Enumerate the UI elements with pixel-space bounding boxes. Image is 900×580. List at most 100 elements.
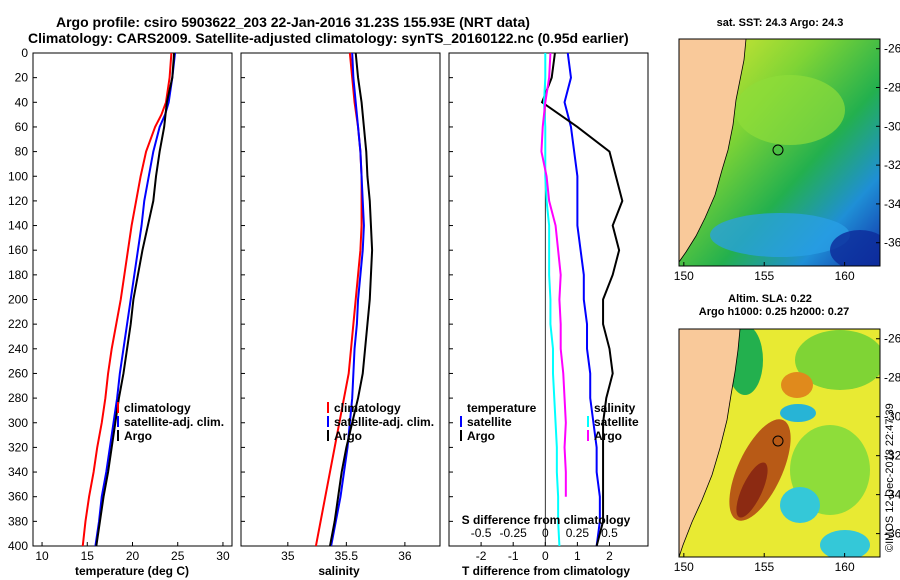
depth-tick-label: 360 (8, 490, 28, 504)
sst-map-ticks: 150 155 160 -26 -28 -30 -32 -34 -36 (674, 42, 900, 283)
sla-argo-location-marker (772, 435, 784, 447)
depth-tick-label: 120 (8, 194, 28, 208)
map-y-tick-label: -36 (884, 527, 900, 541)
depth-tick-label: 240 (8, 342, 28, 356)
sla-map-frame (678, 328, 881, 558)
legend-s-satellite-label: satellite (594, 415, 639, 429)
sla-cyan-patch-3 (820, 530, 870, 557)
legend-salinity-title: salinity (594, 401, 636, 415)
sla-cyan-patch-2 (780, 487, 820, 523)
series-line-climatology (314, 52, 363, 547)
salinity-xlabel: salinity (318, 564, 360, 578)
figure-title-line1: Argo profile: csiro 5903622_203 22-Jan-2… (56, 14, 530, 30)
imos-credit: ©IMOS 12-Dec-2018 22:47:39 (884, 403, 896, 552)
sst-map (679, 39, 880, 266)
s-tick-label: 0.5 (601, 526, 618, 540)
map-x-tick-label: 160 (835, 269, 855, 283)
map-y-tick-label: -30 (884, 119, 900, 133)
depth-tick-label: 300 (8, 416, 28, 430)
series-line-temperature-satellite (563, 52, 601, 547)
figure-title-line2: Climatology: CARS2009. Satellite-adjuste… (28, 30, 629, 46)
salinity-panel: 35 35.5 36 (281, 52, 412, 563)
sst-warm-patch (735, 75, 845, 145)
temperature-xlabel: temperature (deg C) (75, 564, 189, 578)
difference-panel-frame (448, 52, 649, 547)
s-difference-label: S difference from climatology (462, 513, 631, 527)
depth-tick-label: 260 (8, 366, 28, 380)
sst-map-title: sat. SST: 24.3 Argo: 24.3 (717, 17, 844, 29)
depth-tick-label: 140 (8, 219, 28, 233)
x-tick-label: 30 (216, 549, 230, 563)
depth-tick-label: 40 (15, 95, 29, 109)
x-tick-label: -1 (508, 549, 519, 563)
sst-land (679, 39, 747, 263)
x-tick-label: 0 (542, 549, 549, 563)
depth-tick-label: 180 (8, 268, 28, 282)
depth-tick-label: 320 (8, 440, 28, 454)
legend-argo-label: Argo (334, 429, 362, 443)
sst-map-frame (678, 38, 881, 267)
x-tick-label: 2 (606, 549, 613, 563)
depth-axis-ticks: 0 20 40 60 80 100 120 140 160 180 200 220 240 260 280 3… (8, 46, 453, 553)
legend-t-satellite-label: satellite (467, 415, 512, 429)
map-y-tick-label: -34 (884, 197, 900, 211)
map-x-tick-label: 155 (754, 269, 774, 283)
sla-map (679, 329, 880, 557)
x-tick-label: 35 (281, 549, 295, 563)
x-tick-label: -2 (476, 549, 487, 563)
series-line-temperature-argo (540, 52, 624, 547)
series-line-satellite-adj-clim- (94, 52, 177, 547)
series-line-salinity-argo (540, 52, 567, 497)
salinity-legend: climatology satellite-adj. clim. Argo (327, 401, 434, 443)
depth-tick-label: 200 (8, 293, 28, 307)
temperature-panel: 10 15 20 25 30 (35, 52, 230, 563)
depth-tick-label: 60 (15, 120, 29, 134)
sst-deep-cool-patch (830, 230, 880, 266)
map-x-tick-label: 150 (674, 269, 694, 283)
sst-argo-location-marker (772, 144, 784, 156)
map-y-tick-label: -26 (884, 332, 900, 346)
s-tick-label: -0.25 (500, 526, 528, 540)
s-tick-label: 0.25 (566, 526, 590, 540)
map-y-tick-label: -30 (884, 410, 900, 424)
temperature-legend: climatology satellite-adj. clim. Argo (117, 401, 224, 443)
sla-orange-patch (781, 372, 813, 398)
legend-t-argo-label: Argo (467, 429, 495, 443)
sla-map-title-line2: Argo h1000: 0.25 h2000: 0.27 (699, 306, 849, 318)
legend-satellite-label: satellite-adj. clim. (124, 415, 224, 429)
map-y-tick-label: -32 (884, 449, 900, 463)
depth-tick-label: 0 (21, 46, 28, 60)
difference-legend-temperature: temperature satellite Argo (460, 401, 537, 443)
map-y-tick-label: -26 (884, 42, 900, 56)
map-x-tick-label: 150 (674, 560, 694, 574)
x-tick-label: 20 (126, 549, 140, 563)
map-y-tick-label: -36 (884, 236, 900, 250)
depth-tick-label: 160 (8, 243, 28, 257)
map-x-tick-label: 155 (754, 560, 774, 574)
depth-tick-label: 400 (8, 539, 28, 553)
depth-tick-label: 380 (8, 514, 28, 528)
legend-s-argo-label: Argo (594, 429, 622, 443)
depth-tick-label: 100 (8, 169, 28, 183)
depth-tick-label: 80 (15, 145, 29, 159)
legend-temperature-title: temperature (467, 401, 537, 415)
x-tick-label: 25 (171, 549, 185, 563)
x-tick-label: 15 (81, 549, 95, 563)
difference-legend-salinity: salinity satellite Argo (587, 401, 639, 443)
series-line-satellite-adj-clim- (330, 52, 365, 547)
x-tick-label: 36 (398, 549, 412, 563)
sla-map-title-line1: Altim. SLA: 0.22 (728, 293, 812, 305)
x-tick-label: 10 (35, 549, 49, 563)
series-line-argo (95, 52, 176, 547)
series-line-argo (328, 52, 374, 547)
depth-tick-label: 20 (15, 71, 29, 85)
x-tick-label: 1 (574, 549, 581, 563)
map-x-tick-label: 160 (835, 560, 855, 574)
legend-argo-label: Argo (124, 429, 152, 443)
sla-map-ticks: 150 155 160 -26 -28 -30 -32 -34 -36 (674, 332, 900, 574)
sla-land (679, 329, 741, 557)
legend-climatology-label: climatology (124, 401, 191, 415)
difference-xlabel: T difference from climatology (462, 564, 630, 578)
map-y-tick-label: -34 (884, 488, 900, 502)
